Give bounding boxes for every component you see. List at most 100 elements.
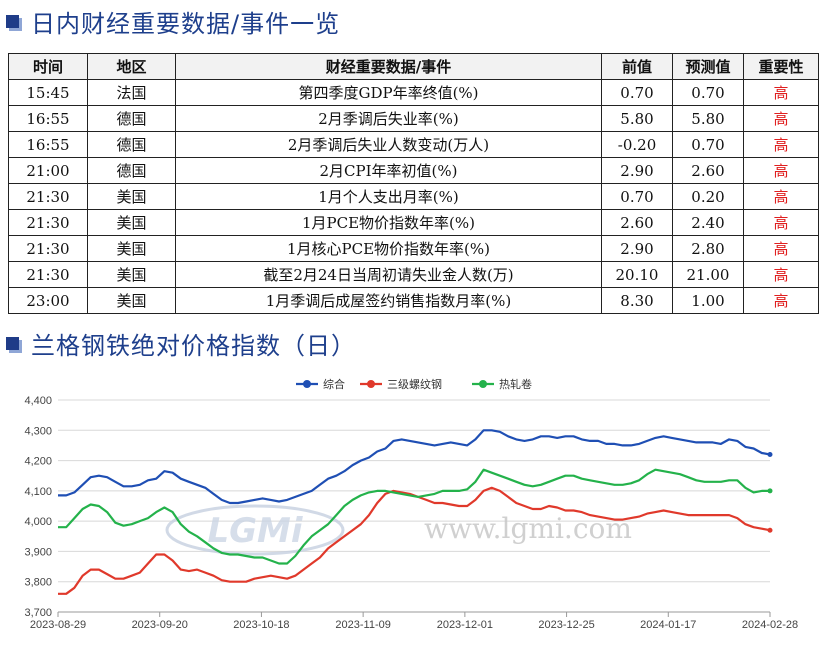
cell-importance: 高 (743, 209, 819, 236)
series-line-2 (58, 468, 770, 565)
header-previous: 前值 (601, 53, 673, 80)
table-row: 21:30 美国 截至2月24日当周初请失业金人数(万) 20.10 21.00 高 (8, 261, 819, 288)
cell-region: 美国 (87, 209, 176, 236)
cell-event: 1月季调后成屋签约销售指数月率(%) (175, 287, 602, 314)
bullet-square-icon (6, 336, 19, 350)
section-title-text: 兰格钢铁绝对价格指数（日） (31, 331, 356, 360)
cell-previous: 0.70 (601, 183, 673, 210)
cell-importance: 高 (743, 105, 819, 132)
header-event: 财经重要数据/事件 (175, 53, 602, 80)
header-importance: 重要性 (743, 53, 819, 80)
y-tick-label: 3,800 (24, 577, 52, 589)
cell-event: 1月个人支出月率(%) (175, 183, 602, 210)
legend-marker (367, 380, 375, 388)
cell-forecast: 2.80 (672, 235, 744, 262)
cell-importance: 高 (743, 183, 819, 210)
header-time: 时间 (8, 53, 88, 80)
cell-event: 2月季调后失业率(%) (175, 105, 602, 132)
x-tick-label: 2023-08-29 (30, 619, 86, 631)
cell-region: 德国 (87, 105, 176, 132)
cell-time: 21:00 (8, 157, 88, 184)
x-tick-label: 2023-12-01 (437, 619, 493, 631)
cell-event: 1月PCE物价指数年率(%) (175, 209, 602, 236)
cell-forecast: 0.70 (672, 79, 744, 106)
cell-event: 第四季度GDP年率终值(%) (175, 79, 602, 106)
cell-region: 德国 (87, 131, 176, 158)
cell-forecast: 1.00 (672, 287, 744, 314)
y-tick-label: 4,300 (24, 425, 52, 437)
cell-time: 21:30 (8, 183, 88, 210)
cell-previous: 2.60 (601, 209, 673, 236)
watermark-logo-ring (165, 504, 345, 556)
cell-forecast: 0.20 (672, 183, 744, 210)
cell-importance: 高 (743, 235, 819, 262)
table-header-row: 时间 地区 财经重要数据/事件 前值 预测值 重要性 (8, 53, 819, 80)
cell-forecast: 2.40 (672, 209, 744, 236)
table-row: 16:55 德国 2月季调后失业人数变动(万人) -0.20 0.70 高 (8, 131, 819, 158)
cell-previous: 8.30 (601, 287, 673, 314)
cell-forecast: 5.80 (672, 105, 744, 132)
cell-forecast: 0.70 (672, 131, 744, 158)
legend-label: 热轧卷 (499, 377, 532, 391)
section-title-text: 日内财经重要数据/事件一览 (31, 9, 341, 38)
legend-marker (303, 380, 311, 388)
cell-time: 15:45 (8, 79, 88, 106)
y-tick-label: 3,900 (24, 546, 52, 558)
y-tick-label: 4,000 (24, 516, 52, 528)
table-row: 16:55 德国 2月季调后失业率(%) 5.80 5.80 高 (8, 105, 819, 132)
cell-importance: 高 (743, 287, 819, 314)
cell-time: 21:30 (8, 235, 88, 262)
cell-previous: 0.70 (601, 79, 673, 106)
series-end-point-1 (767, 527, 773, 533)
x-tick-label: 2023-11-09 (335, 619, 390, 631)
cell-previous: 5.80 (601, 105, 673, 132)
header-region: 地区 (87, 53, 176, 80)
cell-previous: 2.90 (601, 157, 673, 184)
cell-region: 美国 (87, 183, 176, 210)
table-row: 21:30 美国 1月PCE物价指数年率(%) 2.60 2.40 高 (8, 209, 819, 236)
line-chart-svg: 3,700 3,800 3,900 4,000 4,100 4,200 4,300 4,400… (24, 377, 798, 631)
cell-event: 截至2月24日当周初请失业金人数(万) (175, 261, 602, 288)
table-row: 23:00 美国 1月季调后成屋签约销售指数月率(%) 8.30 1.00 高 (8, 287, 819, 314)
legend-label: 综合 (323, 377, 345, 391)
section-title-events: 日内财经重要数据/事件一览 (6, 4, 340, 38)
cell-region: 美国 (87, 287, 176, 314)
cell-importance: 高 (743, 79, 819, 106)
cell-event: 2月CPI年率初值(%) (175, 157, 602, 184)
table-row: 21:30 美国 1月个人支出月率(%) 0.70 0.20 高 (8, 183, 819, 210)
table-row: 21:00 德国 2月CPI年率初值(%) 2.90 2.60 高 (8, 157, 819, 184)
cell-forecast: 21.00 (672, 261, 744, 288)
y-tick-label: 4,400 (24, 395, 52, 407)
cell-importance: 高 (743, 261, 819, 288)
cell-importance: 高 (743, 157, 819, 184)
cell-time: 21:30 (8, 261, 88, 288)
series-end-point-2 (767, 488, 773, 494)
cell-forecast: 2.60 (672, 157, 744, 184)
y-tick-label: 4,200 (24, 456, 52, 468)
section-title-index: 兰格钢铁绝对价格指数（日） (6, 326, 356, 360)
x-tick-label: 2023-09-20 (132, 619, 188, 631)
legend-label: 三级螺纹钢 (387, 377, 442, 391)
cell-previous: 2.90 (601, 235, 673, 262)
header-forecast: 预测值 (672, 53, 744, 80)
y-tick-label: 3,700 (24, 607, 52, 619)
table-row: 15:45 法国 第四季度GDP年率终值(%) 0.70 0.70 高 (8, 79, 819, 106)
cell-time: 16:55 (8, 131, 88, 158)
cell-region: 德国 (87, 157, 176, 184)
cell-previous: 20.10 (601, 261, 673, 288)
cell-region: 美国 (87, 261, 176, 288)
x-tick-label: 2023-10-18 (233, 619, 289, 631)
y-tick-label: 4,100 (24, 486, 52, 498)
bullet-square-icon (6, 14, 19, 28)
x-tick-label: 2024-02-28 (742, 619, 798, 631)
x-tick-label: 2024-01-17 (640, 619, 696, 631)
cell-event: 2月季调后失业人数变动(万人) (175, 131, 602, 158)
events-table: 时间 地区 财经重要数据/事件 前值 预测值 重要性 15:45 法国 第四季度GD… (8, 53, 819, 314)
cell-previous: -0.20 (601, 131, 673, 158)
cell-event: 1月核心PCE物价指数年率(%) (175, 235, 602, 262)
cell-region: 法国 (87, 79, 176, 106)
series-end-point-0 (767, 452, 773, 458)
watermark-logo: LGMi (207, 511, 303, 551)
cell-time: 21:30 (8, 209, 88, 236)
series-line-0 (58, 429, 771, 505)
